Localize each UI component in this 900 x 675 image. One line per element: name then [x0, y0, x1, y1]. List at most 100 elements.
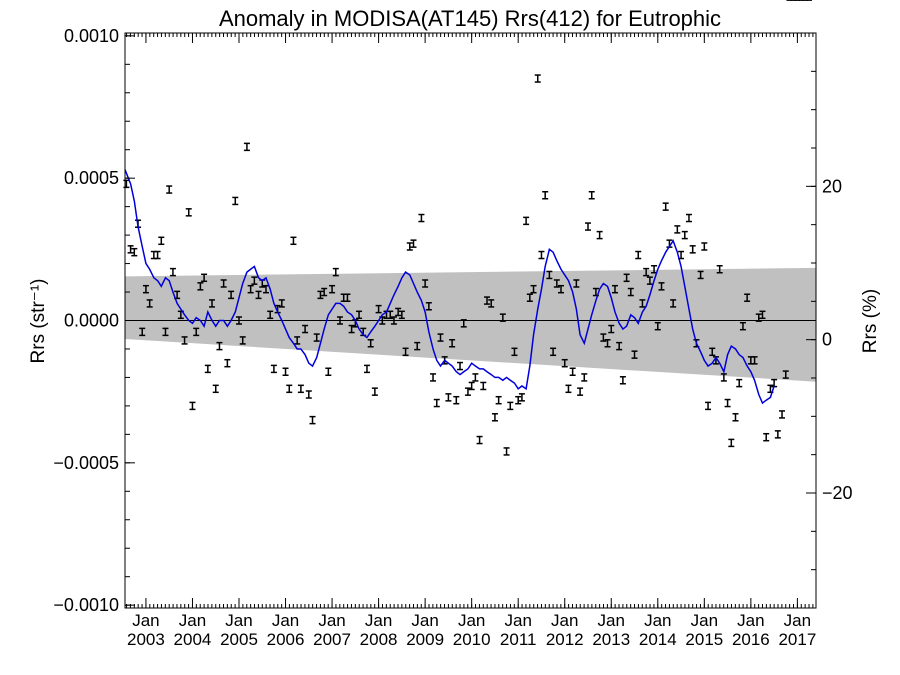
x-tick-month: Jan: [784, 611, 811, 630]
data-point: [518, 393, 525, 402]
x-tick-year: 2003: [127, 630, 165, 649]
data-point: [332, 267, 339, 277]
data-point: [348, 324, 355, 334]
data-point: [670, 299, 677, 308]
x-tick-year: 2011: [500, 630, 537, 649]
data-point: [228, 290, 235, 300]
data-point: [553, 279, 560, 288]
x-tick-year: 2017: [778, 630, 816, 649]
data-point: [639, 299, 646, 308]
data-point: [581, 373, 588, 382]
data-point: [437, 333, 444, 342]
data-point: [616, 341, 623, 351]
data-point: [546, 270, 553, 280]
data-point: [220, 279, 227, 288]
data-point: [759, 310, 766, 320]
data-point: [542, 191, 549, 200]
data-point: [445, 393, 452, 402]
data-point: [201, 273, 208, 283]
data-point: [499, 313, 506, 322]
data-point: [468, 381, 475, 391]
data-point: [321, 287, 328, 297]
data-point: [724, 398, 731, 408]
data-point: [158, 236, 165, 246]
data-point: [375, 304, 382, 314]
data-point: [550, 347, 557, 357]
data-point: [573, 279, 580, 288]
data-point: [457, 361, 464, 371]
y-tick-label: 0.0005: [64, 168, 119, 188]
data-point: [336, 316, 343, 325]
x-tick-month: Jan: [179, 611, 206, 630]
data-point: [294, 336, 301, 345]
x-tick-month: Jan: [551, 611, 578, 630]
x-tick-month: Jan: [644, 611, 671, 630]
data-point: [212, 384, 219, 394]
data-point: [689, 245, 696, 254]
data-point: [584, 222, 591, 231]
y-tick-label: 0.0000: [64, 311, 119, 331]
data-point: [239, 336, 246, 345]
y2-tick-label: −20: [822, 483, 853, 503]
y2-tick-label: 0: [822, 330, 832, 350]
data-point: [305, 390, 312, 399]
y-axis-label: Rrs (str⁻¹): [28, 279, 49, 364]
x-tick-year: 2015: [685, 630, 723, 649]
data-point: [390, 316, 397, 325]
data-point: [216, 341, 223, 351]
time-axis: Jan2003Jan2004Jan2005Jan2006Jan2007Jan20…: [126, 33, 816, 649]
data-point: [627, 287, 634, 297]
data-point: [209, 299, 216, 308]
data-point: [224, 358, 231, 368]
data-point: [596, 230, 603, 240]
data-point: [705, 401, 712, 411]
data-point: [282, 367, 289, 376]
data-point: [430, 373, 437, 382]
x-tick-year: 2013: [592, 630, 630, 649]
data-point: [313, 333, 320, 342]
data-point: [744, 293, 751, 302]
x-tick-month: Jan: [458, 611, 485, 630]
data-point: [367, 339, 374, 348]
data-point: [608, 324, 615, 334]
x-tick-month: Jan: [225, 611, 252, 630]
data-point: [433, 398, 440, 408]
x-tick-year: 2012: [546, 630, 584, 649]
data-point: [460, 319, 467, 328]
data-point: [674, 225, 681, 234]
data-point: [418, 213, 425, 223]
data-point: [169, 267, 176, 277]
data-point: [325, 367, 332, 376]
data-point: [317, 290, 324, 300]
x-tick-year: 2006: [267, 630, 305, 649]
data-point: [464, 387, 471, 396]
data-point: [654, 321, 661, 331]
data-point: [422, 279, 429, 288]
x-tick-month: Jan: [365, 611, 392, 630]
data-point: [387, 310, 394, 320]
data-point: [480, 381, 487, 391]
monthly-anomaly-points: [123, 0, 813, 456]
data-point: [658, 282, 665, 291]
data-point: [123, 179, 130, 189]
data-point: [278, 299, 285, 308]
data-point: [185, 208, 192, 217]
data-point: [739, 321, 746, 331]
data-point: [398, 310, 405, 320]
data-point: [262, 284, 269, 294]
y-tick-label: −0.0005: [53, 453, 119, 473]
data-point: [631, 350, 638, 359]
x-tick-month: Jan: [411, 611, 438, 630]
data-point: [720, 373, 727, 382]
right-axis: 20 0 −20: [806, 32, 853, 609]
x-tick-year: 2004: [174, 630, 212, 649]
data-point: [779, 410, 786, 419]
x-tick-year: 2007: [313, 630, 351, 649]
x-tick-month: Jan: [737, 611, 764, 630]
data-point: [371, 387, 378, 396]
data-point: [716, 265, 723, 274]
data-point: [558, 284, 565, 294]
data-point: [561, 358, 568, 368]
data-point: [491, 413, 498, 422]
